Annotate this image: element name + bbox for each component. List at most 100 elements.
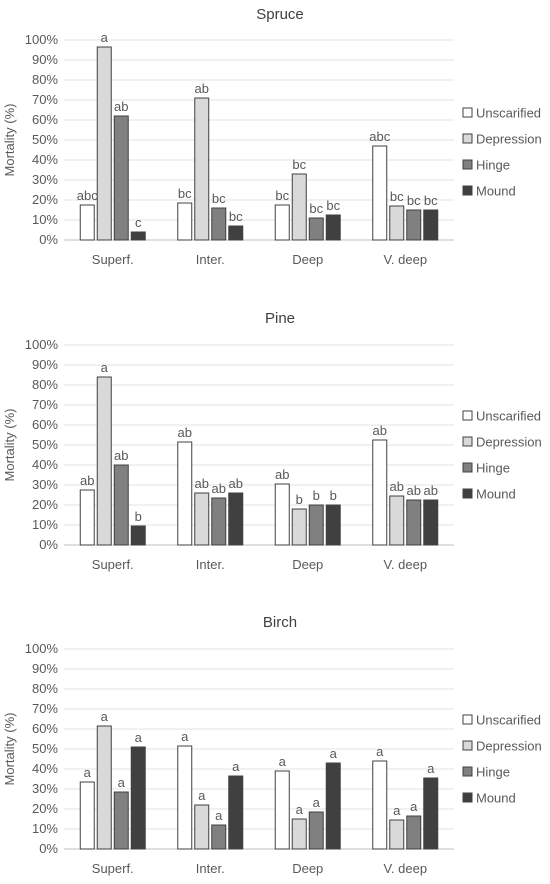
- bar: [308, 504, 324, 546]
- data-label: ab: [178, 425, 192, 440]
- y-tick-label: 10%: [32, 212, 58, 227]
- data-label: ab: [195, 476, 209, 491]
- legend-swatch: [462, 436, 473, 447]
- bar: [325, 504, 341, 546]
- legend-swatch: [462, 107, 473, 118]
- bar: [96, 725, 112, 850]
- data-label: a: [296, 802, 304, 817]
- data-label: a: [279, 754, 287, 769]
- bar: [177, 745, 193, 850]
- x-category-label: Deep: [292, 252, 323, 267]
- y-tick-label: 70%: [32, 397, 58, 412]
- x-category-label: Deep: [292, 861, 323, 876]
- y-tick-label: 80%: [32, 72, 58, 87]
- x-category-label: V. deep: [383, 557, 427, 572]
- bar: [325, 762, 341, 850]
- data-label: bc: [212, 191, 226, 206]
- bar: [194, 492, 210, 546]
- bar: [274, 204, 290, 241]
- legend-label: Depression: [476, 132, 542, 147]
- data-label: a: [101, 30, 109, 45]
- bar: [228, 775, 244, 850]
- x-category-label: Superf.: [92, 861, 134, 876]
- y-axis-title: Mortality (%): [2, 409, 17, 482]
- data-label: ab: [373, 423, 387, 438]
- bar: [194, 97, 210, 241]
- legend-label: Mound: [476, 791, 516, 806]
- x-category-label: Inter.: [196, 557, 225, 572]
- y-tick-label: 40%: [32, 457, 58, 472]
- bar: [130, 746, 146, 850]
- y-tick-label: 90%: [32, 52, 58, 67]
- y-tick-label: 50%: [32, 132, 58, 147]
- data-label: abc: [77, 188, 98, 203]
- x-category-label: Superf.: [92, 557, 134, 572]
- y-tick-label: 10%: [32, 821, 58, 836]
- bar: [308, 811, 324, 850]
- bar: [130, 525, 146, 546]
- bar: [389, 205, 405, 241]
- legend-label: Unscarified: [476, 409, 541, 424]
- legend-swatch: [462, 185, 473, 196]
- bar: [177, 441, 193, 546]
- y-tick-label: 90%: [32, 357, 58, 372]
- y-tick-label: 80%: [32, 377, 58, 392]
- bar: [79, 489, 95, 546]
- data-label: a: [376, 744, 384, 759]
- y-tick-label: 50%: [32, 437, 58, 452]
- bar: [423, 499, 439, 546]
- bar: [274, 483, 290, 546]
- y-tick-label: 30%: [32, 477, 58, 492]
- y-tick-label: 60%: [32, 721, 58, 736]
- bar: [291, 818, 307, 850]
- bar: [228, 492, 244, 546]
- legend-label: Hinge: [476, 461, 510, 476]
- data-label: bc: [229, 209, 243, 224]
- chart-title: Spruce: [256, 6, 304, 23]
- data-label: a: [135, 730, 143, 745]
- legend-label: Mound: [476, 487, 516, 502]
- y-tick-label: 100%: [25, 32, 59, 47]
- bar: [372, 145, 388, 241]
- data-label: bc: [309, 201, 323, 216]
- chart-panel-pine: Pine 0% 10% 20% 30% 40% 50% 60% 70% 80% 90% 100% Mor…: [2, 310, 542, 572]
- bar: [79, 204, 95, 241]
- x-category-label: Inter.: [196, 861, 225, 876]
- data-label: ab: [114, 99, 128, 114]
- data-label: a: [118, 775, 126, 790]
- data-label: a: [410, 799, 418, 814]
- legend-label: Mound: [476, 184, 516, 199]
- data-label: a: [198, 788, 206, 803]
- y-axis-title: Mortality (%): [2, 713, 17, 786]
- data-label: bc: [178, 186, 192, 201]
- data-label: c: [135, 215, 142, 230]
- y-tick-label: 60%: [32, 112, 58, 127]
- bar: [96, 376, 112, 546]
- legend-swatch: [462, 133, 473, 144]
- bar: [79, 781, 95, 850]
- y-tick-label: 30%: [32, 781, 58, 796]
- bar: [372, 439, 388, 546]
- bar: [406, 815, 422, 850]
- data-label: a: [84, 765, 92, 780]
- legend-label: Hinge: [476, 158, 510, 173]
- bar: [325, 214, 341, 241]
- data-label: b: [135, 509, 142, 524]
- bar: [194, 804, 210, 850]
- y-tick-label: 0%: [39, 841, 58, 856]
- y-tick-label: 90%: [32, 661, 58, 676]
- data-label: bc: [407, 193, 421, 208]
- x-category-label: V. deep: [383, 861, 427, 876]
- data-label: abc: [369, 129, 390, 144]
- data-label: a: [313, 795, 321, 810]
- data-label: ab: [80, 473, 94, 488]
- data-label: a: [232, 759, 240, 774]
- data-label: b: [313, 488, 320, 503]
- legend-swatch: [462, 159, 473, 170]
- data-label: bc: [390, 189, 404, 204]
- bar: [113, 115, 129, 241]
- bar: [291, 173, 307, 241]
- chart-title: Birch: [263, 614, 297, 631]
- bar: [211, 207, 227, 241]
- data-label: a: [101, 360, 109, 375]
